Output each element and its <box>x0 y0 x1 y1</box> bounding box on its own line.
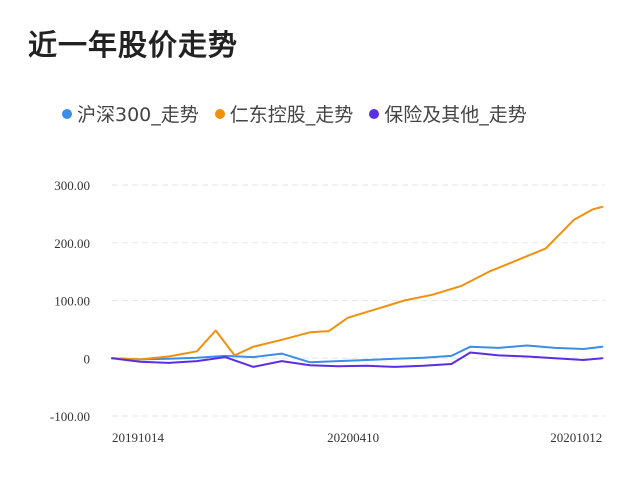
legend-dot-icon <box>62 108 72 119</box>
y-tick-label: 0 <box>84 351 91 366</box>
legend-dot-icon <box>214 108 225 119</box>
legend-item-rendong[interactable]: 仁东控股_走势 <box>214 100 354 127</box>
chart-title: 近一年股价走势 <box>28 28 239 62</box>
x-tick-label: 20191014 <box>112 430 165 445</box>
x-tick-label: 20201012 <box>550 430 602 445</box>
y-tick-label: -100.00 <box>50 409 90 424</box>
legend-label: 仁东控股_走势 <box>229 104 354 126</box>
series-line-0 <box>111 344 604 364</box>
x-tick-label: 20200410 <box>327 430 379 445</box>
y-tick-label: 200.00 <box>54 236 90 251</box>
legend-label: 沪深300_走势 <box>77 104 199 126</box>
legend-label: 保险及其他_走势 <box>384 104 527 126</box>
series-line-2 <box>111 351 604 368</box>
y-tick-label: 100.00 <box>54 294 90 309</box>
legend-item-hs300[interactable]: 沪深300_走势 <box>62 100 199 127</box>
legend-item-insurance[interactable]: 保险及其他_走势 <box>369 100 527 127</box>
series-line-1 <box>111 205 604 361</box>
y-tick-label: 300.00 <box>54 178 90 193</box>
legend-dot-icon <box>369 108 380 119</box>
chart-legend: 沪深300_走势 仁东控股_走势 保险及其他_走势 <box>62 100 543 127</box>
